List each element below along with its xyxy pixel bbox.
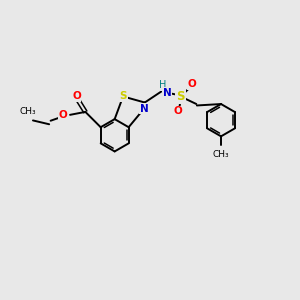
Text: CH₃: CH₃ bbox=[20, 107, 36, 116]
Text: H: H bbox=[159, 80, 166, 90]
Text: O: O bbox=[72, 91, 81, 101]
Text: O: O bbox=[173, 106, 182, 116]
Text: N: N bbox=[163, 88, 172, 98]
Text: N: N bbox=[140, 103, 148, 114]
Text: CH₃: CH₃ bbox=[213, 150, 229, 159]
Text: S: S bbox=[119, 92, 127, 101]
Text: S: S bbox=[176, 90, 185, 103]
Text: O: O bbox=[188, 79, 196, 89]
Text: O: O bbox=[58, 110, 67, 120]
